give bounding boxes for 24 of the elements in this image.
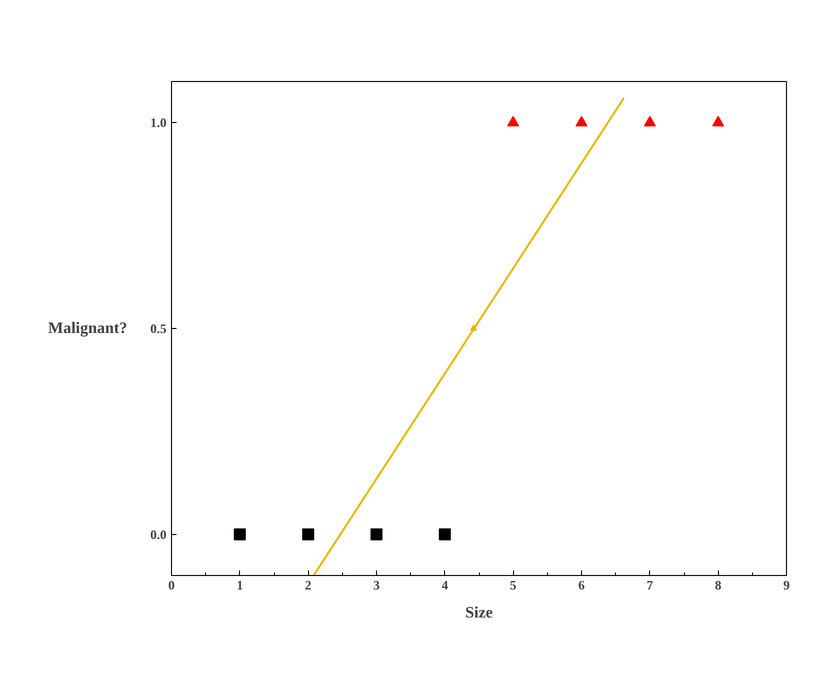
x-tick-label: 5 (510, 578, 517, 592)
x-tick-label: 8 (714, 578, 722, 592)
x-tick-label: 9 (783, 578, 790, 592)
point (712, 116, 724, 126)
x-tick-label: 4 (442, 578, 449, 592)
point (370, 528, 382, 540)
x-axis-title: Size (465, 604, 493, 622)
y-tick-label: 0.0 (150, 526, 166, 542)
point (234, 528, 246, 540)
point (507, 116, 520, 126)
point (576, 116, 588, 126)
x-tick-label: 3 (373, 578, 380, 592)
x-tick-label: 6 (578, 578, 586, 592)
x-tick-label: 1 (236, 578, 244, 592)
y-tick-label: 0.5 (150, 321, 167, 336)
point (644, 116, 656, 126)
y-axis-title: Malignant? (48, 320, 128, 337)
point (470, 324, 478, 331)
point (302, 528, 314, 540)
x-tick-label: 7 (646, 578, 654, 592)
point (438, 528, 451, 540)
y-tick-label: 1.0 (150, 115, 166, 130)
x-tick-label: 2 (304, 578, 312, 592)
x-tick-label: 0 (168, 578, 175, 592)
